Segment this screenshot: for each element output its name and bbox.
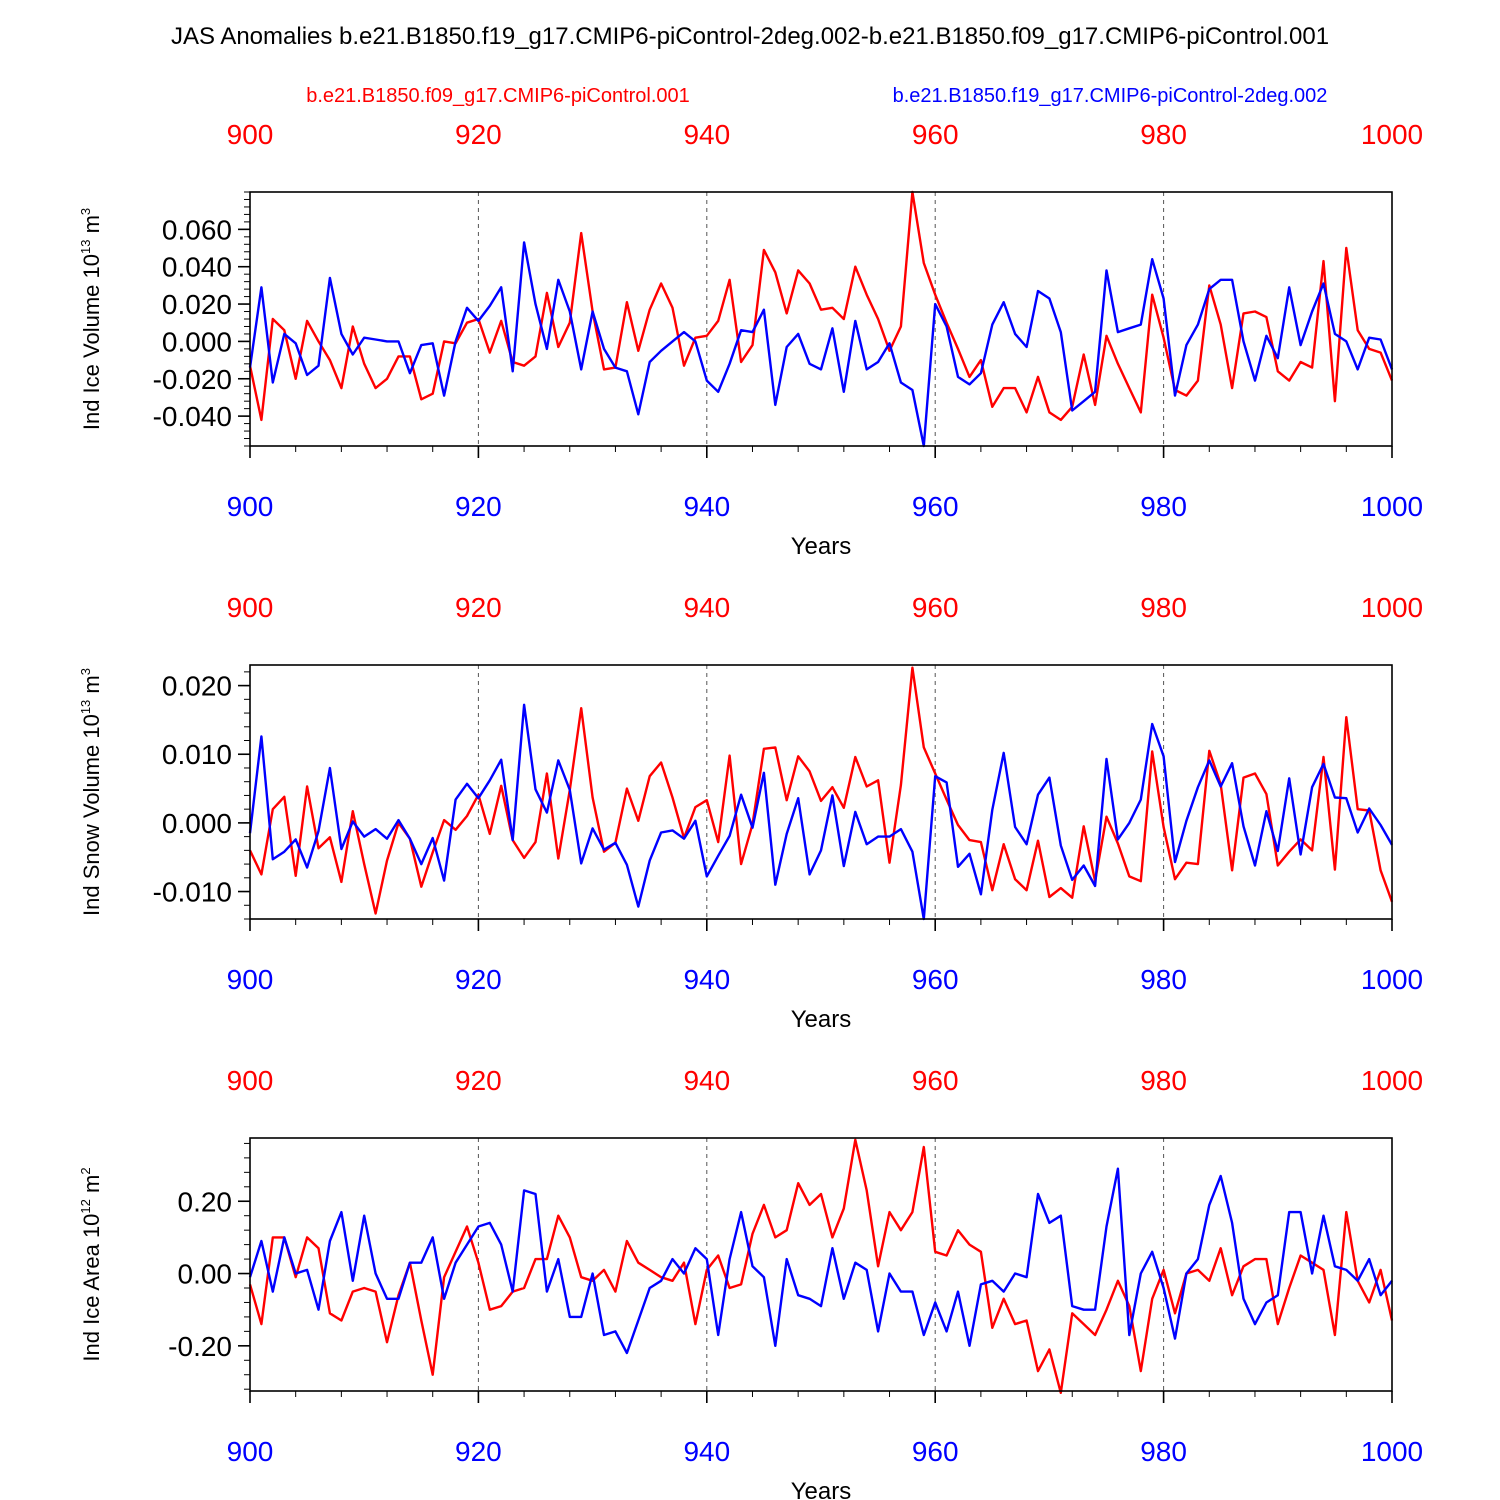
x-axis-label: Years (791, 533, 852, 560)
panels: -0.040 -0.020 0.000 0.020 0.040 0.060 900 900 92… (78, 119, 1423, 1500)
x-axis-label: Years (791, 1478, 852, 1500)
x-top-tick-label: 900 (227, 592, 274, 623)
y-tick-label: 0.000 (162, 326, 232, 357)
x-top-tick-label: 980 (1140, 1065, 1187, 1096)
figure-title: JAS Anomalies b.e21.B1850.f19_g17.CMIP6-… (171, 23, 1329, 50)
y-axis-label: Ind Snow Volume 1013 m3 (78, 668, 104, 916)
x-axis-label: Years (791, 1006, 852, 1033)
x-bottom-tick-label: 940 (683, 491, 730, 522)
series-line-red (248, 666, 1394, 915)
x-bottom-tick-label: 980 (1140, 491, 1187, 522)
y-tick-label: 0.020 (162, 671, 232, 702)
x-top-tick-label: 1000 (1361, 1065, 1423, 1096)
x-bottom-tick-label: 940 (683, 1436, 730, 1467)
x-bottom-tick-label: 1000 (1361, 491, 1423, 522)
y-tick-label: -0.040 (153, 401, 232, 432)
x-top-tick-label: 960 (912, 592, 959, 623)
x-bottom-tick-label: 980 (1140, 1436, 1187, 1467)
y-tick-label: 0.020 (162, 289, 232, 320)
plot-frame (249, 664, 1393, 920)
x-bottom-tick-label: 980 (1140, 964, 1187, 995)
x-top-tick-label: 940 (683, 119, 730, 150)
y-tick-label: 0.000 (162, 808, 232, 839)
x-top-tick-label: 900 (227, 119, 274, 150)
y-axis-label: Ind Ice Volume 1013 m3 (78, 208, 104, 430)
plot-frame (249, 191, 1393, 447)
x-bottom-tick-label: 900 (227, 964, 274, 995)
y-axis-label-part: 13 (78, 700, 93, 714)
series-line-red (248, 190, 1394, 422)
series-line-blue (248, 703, 1394, 921)
y-axis-label-part: Ind Ice Volume 10 (79, 254, 104, 430)
x-top-tick-label: 960 (912, 1065, 959, 1096)
x-top-tick-label: 980 (1140, 592, 1187, 623)
y-tick-label: 0.00 (178, 1259, 233, 1290)
y-axis-label-part: Ind Snow Volume 10 (79, 714, 104, 916)
x-bottom-tick-label: 960 (912, 964, 959, 995)
x-bottom-tick-label: 1000 (1361, 964, 1423, 995)
x-bottom-tick-label: 920 (455, 1436, 502, 1467)
plot-frame (249, 1137, 1393, 1392)
series-line-blue (248, 241, 1394, 448)
y-tick-label: -0.20 (168, 1331, 232, 1362)
x-top-tick-label: 980 (1140, 119, 1187, 150)
x-top-tick-label: 940 (683, 1065, 730, 1096)
y-axis-label-part: 12 (78, 1199, 93, 1213)
x-bottom-tick-label: 920 (455, 491, 502, 522)
x-top-tick-label: 1000 (1361, 592, 1423, 623)
y-axis-label-part: m (79, 215, 104, 239)
x-bottom-tick-label: 960 (912, 491, 959, 522)
legend-red-label: b.e21.B1850.f09_g17.CMIP6-piControl.001 (306, 85, 690, 107)
chart-panel-2: -0.010 0.000 0.010 0.020 900 900 920 920 940 940 9… (78, 592, 1423, 1033)
x-top-tick-label: 960 (912, 119, 959, 150)
y-axis-label-part: 3 (78, 668, 93, 675)
x-top-tick-label: 920 (455, 119, 502, 150)
x-bottom-tick-label: 920 (455, 964, 502, 995)
series-line-red (248, 1138, 1394, 1395)
x-bottom-tick-label: 900 (227, 491, 274, 522)
y-axis-label-part: m (79, 675, 104, 699)
y-tick-label: -0.010 (153, 877, 232, 908)
x-top-tick-label: 1000 (1361, 119, 1423, 150)
y-axis-label-part: Ind Ice Area 10 (79, 1214, 104, 1362)
x-top-tick-label: 900 (227, 1065, 274, 1096)
x-bottom-tick-label: 940 (683, 964, 730, 995)
x-bottom-tick-label: 960 (912, 1436, 959, 1467)
y-axis-label-part: 13 (78, 240, 93, 254)
y-axis-label: Ind Ice Area 1012 m2 (78, 1167, 104, 1361)
y-tick-label: 0.010 (162, 739, 232, 770)
x-top-tick-label: 920 (455, 1065, 502, 1096)
x-top-tick-label: 920 (455, 592, 502, 623)
y-tick-label: -0.020 (153, 364, 232, 395)
chart-panel-1: -0.040 -0.020 0.000 0.020 0.040 0.060 900 900 92… (78, 119, 1423, 560)
x-bottom-tick-label: 900 (227, 1436, 274, 1467)
y-tick-label: 0.060 (162, 214, 232, 245)
y-axis-label-part: 3 (78, 208, 93, 215)
y-tick-label: 0.040 (162, 252, 232, 283)
series-line-blue (248, 1167, 1393, 1355)
chart-panel-3: -0.20 0.00 0.20 900 900 920 920 940 940 960 960 980… (78, 1065, 1423, 1500)
y-axis-label-part: 2 (78, 1167, 93, 1174)
y-tick-label: 0.20 (178, 1186, 233, 1217)
x-bottom-tick-label: 1000 (1361, 1436, 1423, 1467)
y-axis-label-part: m (79, 1175, 104, 1199)
x-top-tick-label: 940 (683, 592, 730, 623)
legend-blue-label: b.e21.B1850.f19_g17.CMIP6-piControl-2deg… (893, 85, 1328, 107)
